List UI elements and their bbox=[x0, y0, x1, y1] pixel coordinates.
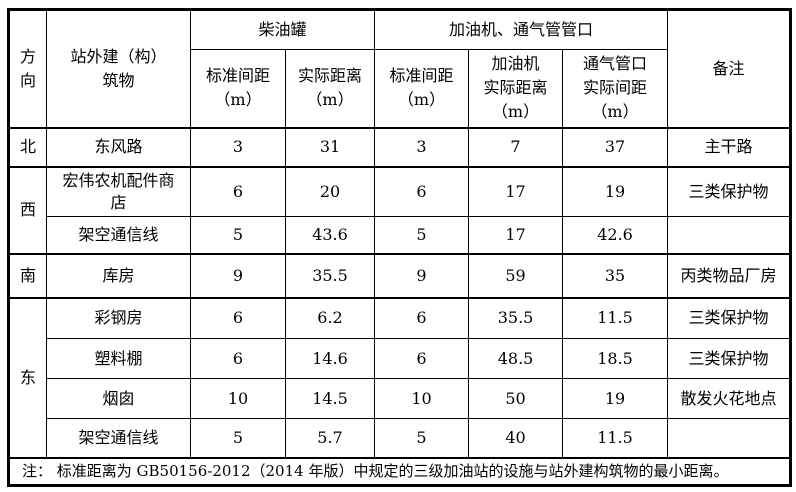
cell-dv-std: 3 bbox=[374, 126, 470, 167]
cell-remark: 三类保护物 bbox=[667, 338, 792, 379]
cell-building: 库房 bbox=[46, 252, 191, 298]
cell-remark: 散发火花地点 bbox=[667, 378, 792, 419]
cell-direction: 西 bbox=[8, 165, 47, 254]
cell-dispenser-actual: 48.5 bbox=[468, 338, 564, 379]
cell-remark: 三类保护物 bbox=[667, 296, 792, 339]
cell-dv-std: 10 bbox=[374, 378, 470, 419]
cell-vent-actual: 18.5 bbox=[562, 338, 669, 379]
header-diesel-tank-group: 柴油罐 bbox=[189, 9, 376, 50]
cell-tank-std: 3 bbox=[190, 126, 286, 167]
cell-dv-std: 6 bbox=[374, 165, 470, 217]
cell-direction: 北 bbox=[8, 126, 47, 167]
header-direction: 方 向 bbox=[8, 9, 47, 128]
clearance-distance-table: 方 向 站外建（构） 筑物 柴油罐 加油机、通气管管口 备注 标准间距 （m） … bbox=[7, 8, 793, 487]
cell-vent-actual: 42.6 bbox=[562, 216, 669, 254]
cell-building: 塑料棚 bbox=[46, 338, 191, 379]
cell-tank-actual: 6.2 bbox=[284, 296, 376, 339]
cell-vent-actual: 11.5 bbox=[562, 418, 669, 458]
cell-building: 架空通信线 bbox=[46, 216, 191, 254]
cell-vent-actual: 19 bbox=[562, 378, 669, 419]
table-row: 东 彩钢房 6 6.2 6 35.5 11.5 三类保护物 bbox=[8, 296, 792, 458]
table-note: 注： 标准距离为 GB50156-2012（2014 年版）中规定的三级加油站的… bbox=[7, 456, 792, 486]
cell-tank-std: 6 bbox=[190, 338, 286, 379]
cell-remark bbox=[667, 216, 792, 254]
table-row: 架空通信线 5 5.7 5 40 11.5 bbox=[9, 418, 792, 458]
cell-dv-std: 6 bbox=[374, 296, 470, 339]
cell-remark: 丙类物品厂房 bbox=[667, 252, 792, 298]
table-row: 南 库房 9 35.5 9 59 35 丙类物品厂房 bbox=[8, 252, 792, 298]
cell-building: 架空通信线 bbox=[46, 418, 191, 458]
cell-tank-std: 5 bbox=[190, 216, 286, 254]
cell-tank-std: 9 bbox=[190, 252, 286, 298]
cell-building: 烟囱 bbox=[46, 378, 191, 419]
table-row: 架空通信线 5 43.6 5 17 42.6 bbox=[9, 216, 792, 254]
cell-vent-actual: 11.5 bbox=[562, 296, 669, 339]
table-row: 北 东风路 3 31 3 7 37 主干路 bbox=[8, 126, 792, 167]
cell-dispenser-actual: 59 bbox=[468, 252, 564, 298]
cell-tank-actual: 35.5 bbox=[284, 252, 376, 298]
cell-dispenser-actual: 17 bbox=[468, 216, 564, 254]
cell-tank-actual: 43.6 bbox=[284, 216, 376, 254]
cell-vent-actual: 35 bbox=[562, 252, 669, 298]
cell-building: 宏伟农机配件商 店 bbox=[46, 165, 191, 217]
header-vent-actual: 通气管口 实际间距 （m） bbox=[562, 49, 669, 128]
cell-vent-actual: 19 bbox=[562, 165, 669, 217]
header-dispenser-vent-group: 加油机、通气管管口 bbox=[374, 9, 669, 50]
table-row: 塑料棚 6 14.6 6 48.5 18.5 三类保护物 bbox=[9, 338, 792, 379]
cell-tank-std: 6 bbox=[190, 296, 286, 339]
header-row-sub: 标准间距 （m） 实际距离 （m） 标准间距 （m） 加油机 实际距离 （m） … bbox=[9, 49, 791, 128]
table-row: 烟囱 10 14.5 10 50 19 散发火花地点 bbox=[9, 378, 792, 419]
header-tank-std: 标准间距 （m） bbox=[190, 49, 286, 128]
header-dv-std: 标准间距 （m） bbox=[374, 49, 470, 128]
cell-remark bbox=[667, 418, 792, 458]
cell-tank-actual: 31 bbox=[284, 126, 376, 167]
cell-dv-std: 6 bbox=[374, 338, 470, 379]
header-row-groups: 方 向 站外建（构） 筑物 柴油罐 加油机、通气管管口 备注 bbox=[8, 9, 792, 128]
header-remark: 备注 bbox=[667, 9, 792, 128]
cell-dispenser-actual: 17 bbox=[468, 165, 564, 217]
cell-remark: 主干路 bbox=[667, 126, 792, 167]
table-row: 西 宏伟农机配件商 店 6 20 6 17 19 三类保护物 bbox=[8, 165, 792, 254]
cell-tank-actual: 14.6 bbox=[284, 338, 376, 379]
cell-building: 东风路 bbox=[46, 126, 191, 167]
cell-building: 彩钢房 bbox=[46, 296, 191, 339]
cell-dv-std: 9 bbox=[374, 252, 470, 298]
cell-dv-std: 5 bbox=[374, 418, 470, 458]
cell-remark: 三类保护物 bbox=[667, 165, 792, 217]
cell-dispenser-actual: 40 bbox=[468, 418, 564, 458]
table-note-row: 注： 标准距离为 GB50156-2012（2014 年版）中规定的三级加油站的… bbox=[7, 456, 792, 486]
cell-direction: 东 bbox=[8, 296, 47, 458]
header-building: 站外建（构） 筑物 bbox=[46, 9, 191, 128]
cell-vent-actual: 37 bbox=[562, 126, 669, 167]
cell-tank-std: 5 bbox=[190, 418, 286, 458]
cell-tank-std: 6 bbox=[190, 165, 286, 217]
header-dispenser-actual: 加油机 实际距离 （m） bbox=[468, 49, 564, 128]
cell-direction: 南 bbox=[8, 252, 47, 298]
cell-tank-actual: 14.5 bbox=[284, 378, 376, 419]
cell-tank-actual: 5.7 bbox=[284, 418, 376, 458]
header-tank-actual: 实际距离 （m） bbox=[284, 49, 376, 128]
cell-dispenser-actual: 35.5 bbox=[468, 296, 564, 339]
cell-dispenser-actual: 50 bbox=[468, 378, 564, 419]
cell-dispenser-actual: 7 bbox=[468, 126, 564, 167]
cell-dv-std: 5 bbox=[374, 216, 470, 254]
cell-tank-actual: 20 bbox=[284, 165, 376, 217]
cell-tank-std: 10 bbox=[190, 378, 286, 419]
